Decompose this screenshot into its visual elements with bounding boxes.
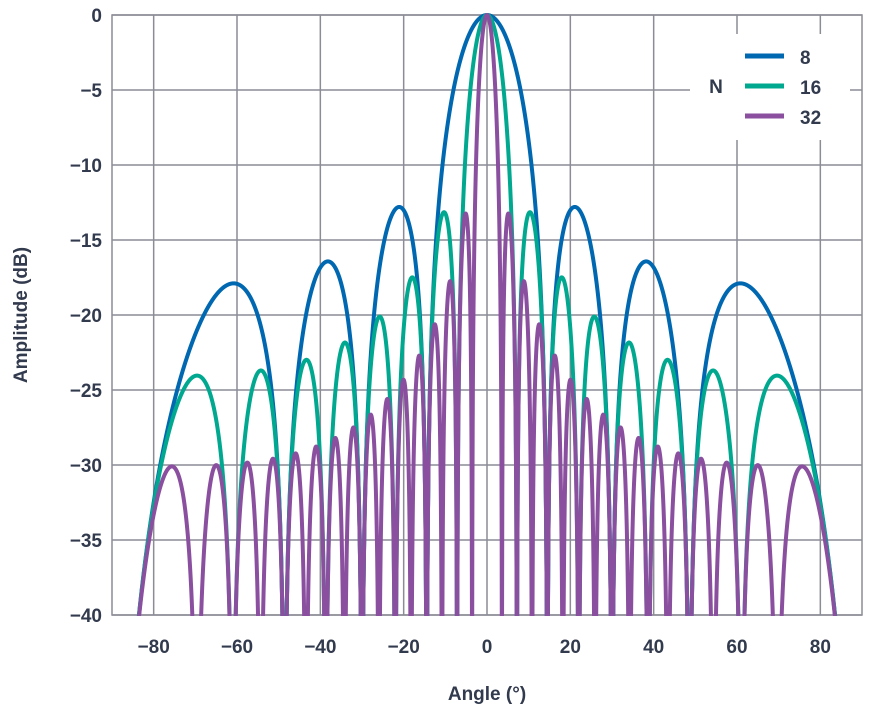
y-tick-label: −30 — [70, 456, 102, 477]
y-tick-label: −5 — [80, 81, 102, 102]
y-tick-label: −25 — [70, 381, 103, 402]
tick-labels: −80 −60 −40 −20 0 20 40 60 80 0 −5 −10 −15 −20 −25 −30 −… — [70, 6, 831, 658]
x-tick-label: 40 — [643, 637, 664, 658]
x-tick-label: −40 — [304, 637, 336, 658]
x-tick-label: −20 — [388, 637, 420, 658]
y-axis-label: Amplitude (dB) — [11, 247, 32, 383]
x-tick-label: −60 — [221, 637, 253, 658]
legend-title: N — [709, 77, 723, 98]
legend: N 8 16 32 — [690, 34, 850, 140]
y-tick-label: −20 — [70, 306, 102, 327]
series-lines — [136, 13, 838, 616]
legend-label: 16 — [800, 78, 821, 99]
y-tick-label: −35 — [70, 531, 103, 552]
x-tick-label: 20 — [560, 637, 581, 658]
grid — [111, 14, 863, 616]
y-tick-label: −40 — [70, 606, 102, 627]
y-tick-label: 0 — [91, 6, 102, 27]
x-tick-label: 80 — [810, 637, 831, 658]
legend-label: 32 — [800, 108, 821, 129]
x-tick-label: 0 — [482, 637, 493, 658]
x-tick-label: 60 — [726, 637, 747, 658]
y-tick-label: −10 — [70, 156, 102, 177]
series-line-N32 — [137, 13, 837, 616]
x-tick-label: −80 — [138, 637, 170, 658]
legend-label: 8 — [800, 48, 811, 69]
y-tick-label: −15 — [70, 231, 103, 252]
x-axis-label: Angle (°) — [448, 684, 526, 705]
